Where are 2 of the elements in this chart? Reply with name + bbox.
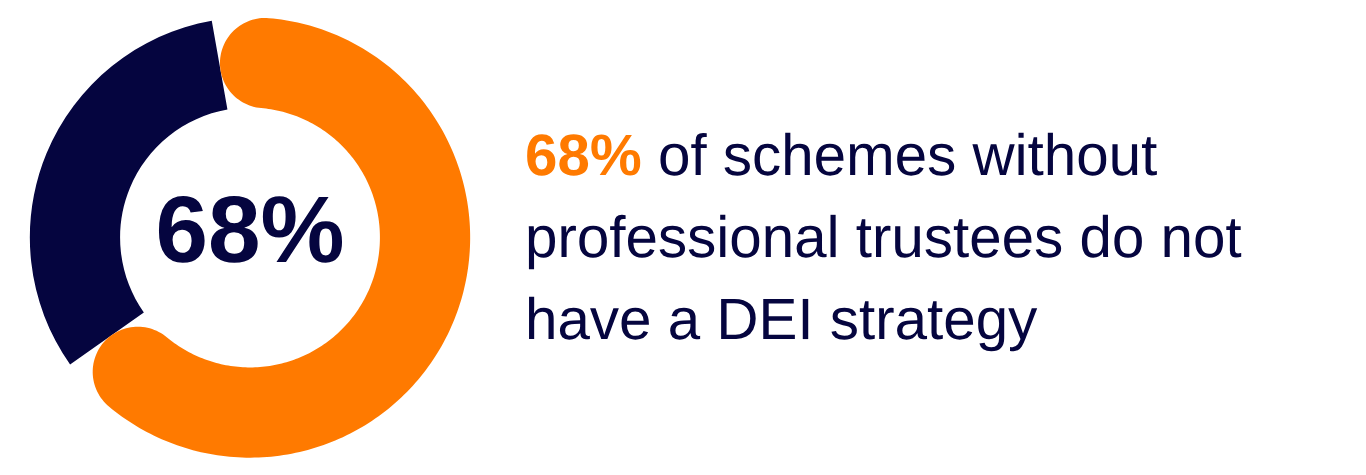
data-label: 68% [158, 195, 343, 263]
text: 68% of schemes without professional trustees do not have a DEI strategy [527, 132, 1242, 352]
